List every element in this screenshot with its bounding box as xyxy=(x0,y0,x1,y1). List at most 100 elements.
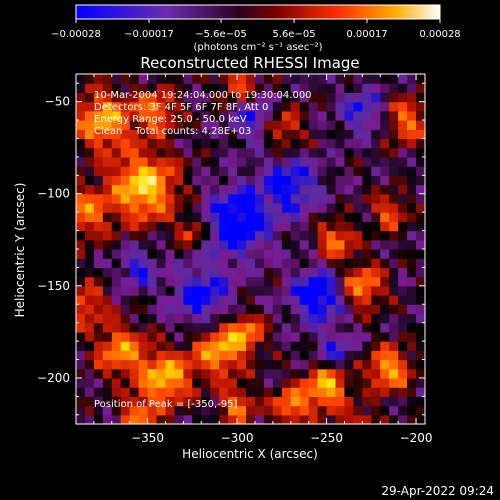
heatmap-cell xyxy=(228,239,238,250)
heatmap-cell xyxy=(281,405,292,416)
heatmap-cell xyxy=(246,405,256,416)
heatmap-cell xyxy=(281,267,292,278)
heatmap-cell xyxy=(93,267,104,278)
heatmap-cell xyxy=(210,359,220,370)
heatmap-cell xyxy=(174,267,184,278)
heatmap-cell xyxy=(353,414,363,424)
heatmap-cell xyxy=(246,230,256,241)
heatmap-cell xyxy=(120,156,131,167)
heatmap-cell xyxy=(416,221,425,232)
heatmap-cell xyxy=(84,313,95,324)
heatmap-cell xyxy=(76,74,86,84)
heatmap-cell xyxy=(317,202,328,213)
heatmap-cell xyxy=(174,295,184,305)
heatmap-cell xyxy=(93,331,104,342)
heatmap-cell xyxy=(228,156,238,167)
heatmap-cell xyxy=(201,92,211,103)
heatmap-cell xyxy=(76,239,86,250)
heatmap-cell xyxy=(290,202,301,213)
heatmap-cell xyxy=(84,202,95,213)
heatmap-cell xyxy=(308,175,319,186)
heatmap-cell xyxy=(335,341,346,351)
heatmap-cell xyxy=(272,147,283,158)
heatmap-cell xyxy=(246,212,256,222)
heatmap-cell xyxy=(335,230,346,241)
heatmap-cell xyxy=(129,368,140,379)
heatmap-cell xyxy=(290,359,301,370)
heatmap-cell xyxy=(246,83,256,94)
heatmap-cell xyxy=(326,166,337,176)
heatmap-cell xyxy=(416,249,425,259)
heatmap-cell xyxy=(407,120,417,130)
heatmap-cell xyxy=(416,377,425,388)
heatmap-cell xyxy=(407,267,417,278)
heatmap-cell xyxy=(111,110,122,121)
heatmap-cell xyxy=(165,166,176,176)
heatmap-cell xyxy=(317,230,328,241)
heatmap-cell xyxy=(210,166,220,176)
heatmap-cell xyxy=(344,414,355,424)
heatmap-cell xyxy=(353,405,363,416)
heatmap-cell xyxy=(219,212,229,222)
heatmap-cell xyxy=(129,110,140,121)
heatmap-cell xyxy=(228,359,238,370)
heatmap-cell xyxy=(380,193,390,204)
heatmap-cell xyxy=(263,322,274,333)
heatmap-cell xyxy=(362,230,372,241)
heatmap-cell xyxy=(281,202,292,213)
heatmap-cell xyxy=(272,221,283,232)
heatmap-cell xyxy=(344,175,355,186)
heatmap-cell xyxy=(362,92,372,103)
heatmap-cell xyxy=(76,202,86,213)
heatmap-cell xyxy=(156,295,167,305)
heatmap-cell xyxy=(147,212,158,222)
heatmap-cell xyxy=(389,212,399,222)
heatmap-cell xyxy=(174,120,184,130)
heatmap-cell xyxy=(407,396,417,407)
heatmap-cell xyxy=(138,331,149,342)
heatmap-cell xyxy=(407,285,417,296)
heatmap-cell xyxy=(210,341,220,351)
heatmap-cell xyxy=(210,138,220,149)
heatmap-cell xyxy=(272,156,283,167)
heatmap-cell xyxy=(308,285,319,296)
heatmap-cell xyxy=(335,156,346,167)
heatmap-cell xyxy=(290,230,301,241)
heatmap-cell xyxy=(380,249,390,259)
heatmap-cell xyxy=(281,166,292,176)
heatmap-cell xyxy=(416,387,425,397)
heatmap-cell xyxy=(326,304,337,315)
heatmap-cell xyxy=(84,258,95,269)
heatmap-cell xyxy=(281,129,292,140)
heatmap-cell xyxy=(281,304,292,315)
heatmap-cell xyxy=(219,322,229,333)
heatmap-cell xyxy=(93,212,104,222)
heatmap-cell xyxy=(380,110,390,121)
heatmap-cell xyxy=(129,387,140,397)
heatmap-cell xyxy=(407,322,417,333)
heatmap-cell xyxy=(228,396,238,407)
heatmap-cell xyxy=(156,350,167,361)
heatmap-cell xyxy=(263,331,274,342)
heatmap-cell xyxy=(416,295,425,305)
heatmap-cell xyxy=(129,156,140,167)
heatmap-cell xyxy=(93,221,104,232)
heatmap-cell xyxy=(272,341,283,351)
heatmap-cell xyxy=(281,230,292,241)
heatmap-cell xyxy=(371,74,381,84)
heatmap-cell xyxy=(147,414,158,424)
heatmap-cell xyxy=(111,147,122,158)
heatmap-cell xyxy=(93,83,104,94)
heatmap-cell xyxy=(120,138,131,149)
heatmap-cell xyxy=(353,239,363,250)
heatmap-cell xyxy=(219,202,229,213)
heatmap-cell xyxy=(192,239,202,250)
heatmap-cell xyxy=(76,267,86,278)
heatmap-cell xyxy=(308,184,319,195)
heatmap-cell xyxy=(290,276,301,287)
heatmap-cell xyxy=(308,202,319,213)
heatmap-cell xyxy=(201,285,211,296)
heatmap-cell xyxy=(201,322,211,333)
heatmap-cell xyxy=(111,313,122,324)
